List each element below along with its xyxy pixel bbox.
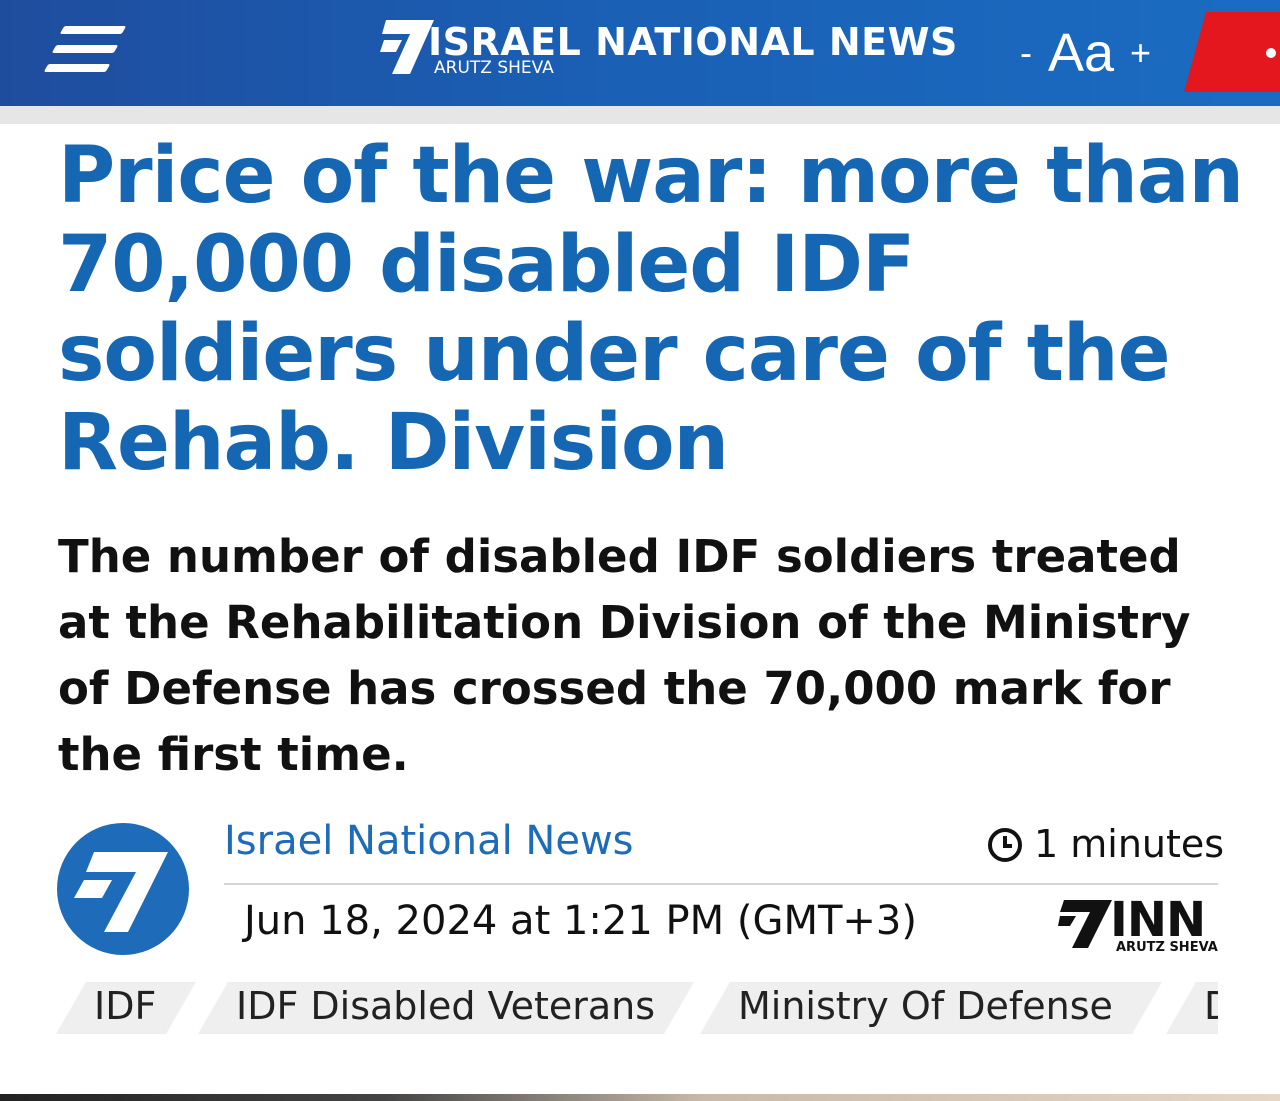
- dot-icon: [1266, 48, 1276, 58]
- decrease-text-button[interactable]: -: [1020, 32, 1032, 73]
- tag-idf[interactable]: IDF: [56, 982, 196, 1034]
- article-subheadline: The number of disabled IDF soldiers trea…: [58, 530, 1191, 781]
- site-logo[interactable]: ISRAEL NATIONAL NEWS ARUTZ SHEVA: [380, 18, 960, 80]
- tag-ministry-of-defense[interactable]: Ministry Of Defense: [700, 982, 1162, 1034]
- header-divider: [0, 106, 1280, 124]
- meta-divider: [224, 883, 1218, 885]
- text-size-label: Aa: [1048, 23, 1115, 83]
- inn-logo-text: INN: [1110, 892, 1206, 948]
- tag-truncated[interactable]: D: [1166, 982, 1218, 1034]
- article-source[interactable]: Israel National News: [224, 818, 634, 864]
- article-headline: Price of the war: more than 70,000 disab…: [58, 131, 1244, 488]
- tag-list: IDF IDF Disabled Veterans Ministry Of De…: [56, 982, 1218, 1036]
- hamburger-menu-icon[interactable]: [43, 24, 128, 76]
- clock-icon: [988, 828, 1022, 862]
- arutz-sheva-logo-icon: [57, 823, 189, 955]
- inn-seven-icon: [1058, 900, 1112, 948]
- brand-subtitle: ARUTZ SHEVA: [434, 58, 554, 78]
- tag-idf-disabled-veterans[interactable]: IDF Disabled Veterans: [198, 982, 694, 1034]
- increase-text-button[interactable]: +: [1130, 32, 1152, 73]
- brand-name: ISRAEL NATIONAL NEWS: [428, 20, 958, 64]
- image-preview-edge: [0, 1094, 1280, 1101]
- publish-date: Jun 18, 2024 at 1:21 PM (GMT+3): [244, 898, 917, 944]
- top-bar: ISRAEL NATIONAL NEWS ARUTZ SHEVA - Aa +: [0, 0, 1280, 106]
- seven-logo-icon: [380, 20, 434, 74]
- read-time-text: 1 minutes: [1034, 822, 1225, 866]
- inn-logo: INN ARUTZ SHEVA: [1058, 892, 1220, 958]
- inn-logo-subtitle: ARUTZ SHEVA: [1116, 940, 1218, 955]
